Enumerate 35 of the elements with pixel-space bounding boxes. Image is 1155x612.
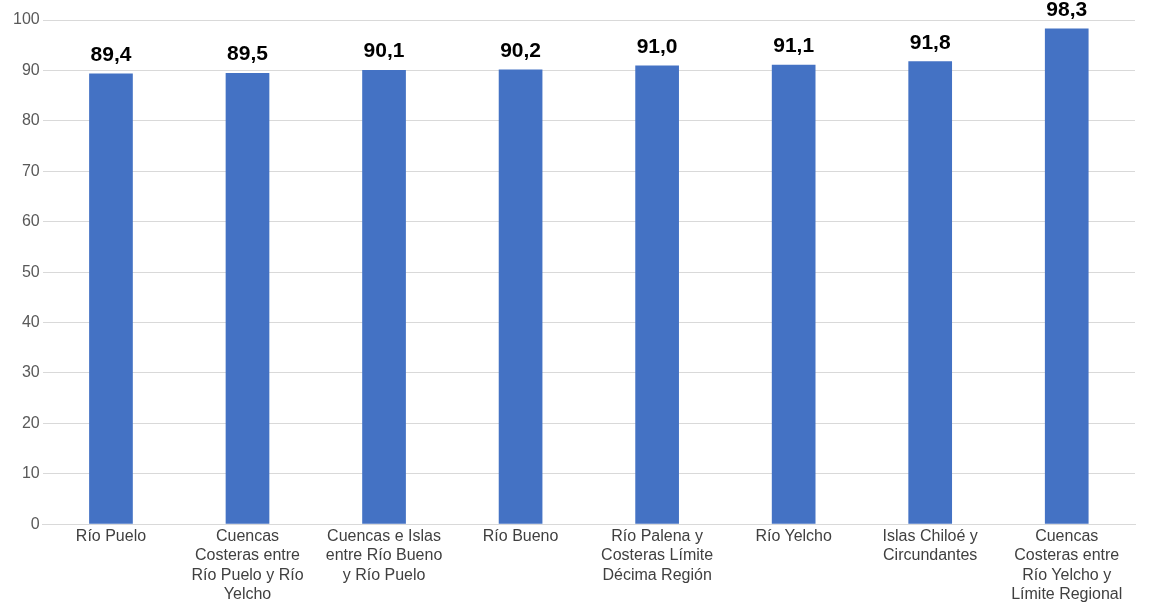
y-tick-label: 70: [21, 161, 40, 179]
y-tick-label: 40: [21, 312, 40, 330]
bar: [89, 73, 133, 524]
y-tick-label: 30: [21, 363, 40, 381]
y-tick-label: 0: [30, 514, 40, 532]
data-label: 89,4: [90, 41, 132, 65]
bar: [498, 69, 543, 524]
y-tick-label: 10: [21, 464, 40, 482]
bar: [771, 64, 816, 524]
bar: [908, 61, 953, 524]
bar: [635, 65, 679, 524]
x-tick-label: Río Yelcho: [755, 527, 833, 545]
y-tick-label: 50: [21, 262, 40, 280]
x-tick-label: Islas Chiloé y Circundantes: [882, 527, 978, 564]
y-tick-label: 90: [21, 60, 40, 78]
x-tick-label: Cuencas Costeras entre Río Puelo y Río Yelcho: [191, 527, 304, 602]
y-tick-label: 60: [21, 212, 40, 230]
data-label: 91,0: [636, 33, 678, 57]
x-tick-label: Río Palena y Costeras Límite Décima Región: [601, 527, 714, 583]
data-label: 98,3: [1046, 0, 1088, 20]
data-label: 90,1: [363, 38, 405, 62]
x-tick-label: Río Puelo: [75, 527, 147, 545]
x-tick-label: Río Bueno: [482, 527, 559, 545]
data-label: 90,2: [500, 37, 542, 61]
data-label: 89,5: [227, 41, 269, 65]
y-tick-label: 100: [12, 10, 40, 28]
data-label: 91,1: [773, 33, 815, 57]
bar: [1044, 28, 1089, 524]
y-tick-label: 20: [21, 413, 40, 431]
x-tick-label: Cuencas e Islas entre Río Bueno y Río Puelo: [325, 527, 443, 583]
bar: [225, 72, 270, 524]
data-label: 91,8: [909, 29, 951, 53]
bar: [362, 69, 406, 524]
x-tick-label: Cuencas Costeras entre Río Yelcho y Límite Regional: [1011, 527, 1123, 602]
y-tick-label: 80: [21, 111, 40, 129]
